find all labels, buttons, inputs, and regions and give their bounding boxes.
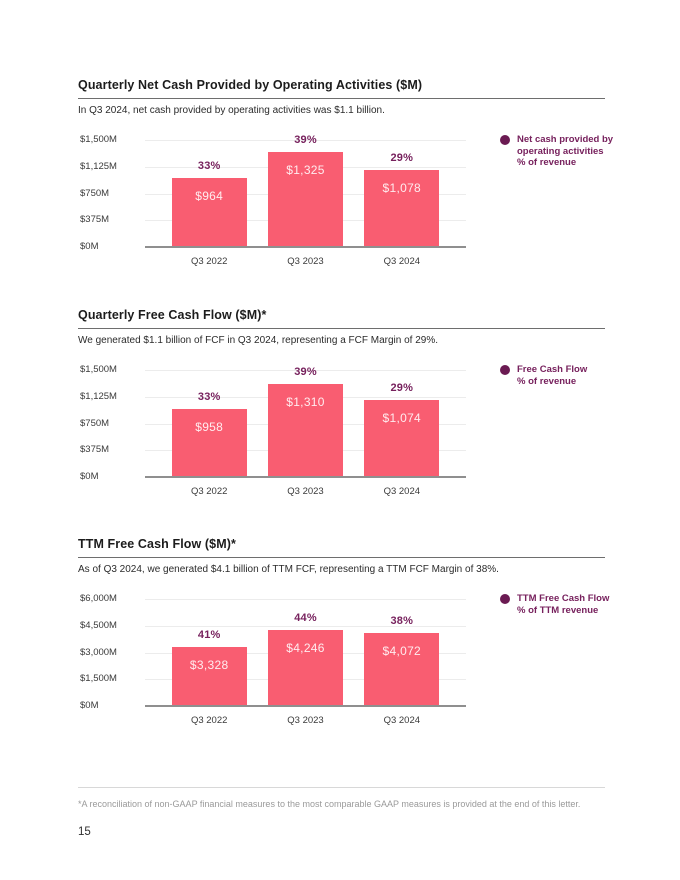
y-tick-label: $6,000M bbox=[80, 593, 117, 604]
x-axis-line bbox=[145, 705, 466, 707]
y-tick-label: $1,500M bbox=[80, 364, 117, 375]
x-tick-label: Q3 2023 bbox=[287, 256, 324, 267]
bar-percent-label: 39% bbox=[294, 134, 317, 146]
chart-subtitle: We generated $1.1 billion of FCF in Q3 2… bbox=[78, 335, 439, 346]
legend-dot-icon bbox=[500, 365, 510, 375]
bar-value-label: $958 bbox=[195, 420, 224, 434]
legend-line: % of revenue bbox=[517, 375, 577, 387]
bar-percent-label: 39% bbox=[294, 366, 317, 378]
x-tick-label: Q3 2022 bbox=[190, 486, 228, 497]
bar-chart-quarterly-fcf: $1,500M $1,125M $750M $375M $0M $958 33% Q3 202… bbox=[78, 358, 468, 508]
bar-percent-label: 38% bbox=[390, 615, 414, 627]
x-tick-label: Q3 2022 bbox=[190, 715, 228, 726]
bar bbox=[171, 178, 247, 246]
bar-chart-operating-cash: $1,500M $1,125M $750M $375M $0M $964 33% Q3 202… bbox=[78, 128, 468, 278]
bar bbox=[171, 647, 247, 705]
gridline bbox=[145, 625, 466, 627]
footnote: *A reconciliation of non-GAAP financial … bbox=[78, 799, 581, 809]
x-tick-label: Q3 2023 bbox=[287, 486, 324, 497]
bar-chart-ttm-fcf: $6,000M $4,500M $3,000M $1,500M $0M $3,328 41%… bbox=[78, 587, 468, 737]
y-tick-label: $3,000M bbox=[80, 646, 117, 658]
chart-subtitle: As of Q3 2024, we generated $4.1 billion… bbox=[78, 564, 499, 575]
legend-dot-icon bbox=[500, 594, 510, 604]
chart-title: Quarterly Net Cash Provided by Operating… bbox=[78, 78, 605, 99]
legend-line: % of TTM revenue bbox=[517, 604, 599, 616]
x-tick-label: Q3 2024 bbox=[383, 486, 421, 497]
bar-value-label: $1,074 bbox=[382, 411, 422, 425]
chart-title: TTM Free Cash Flow ($M)* bbox=[78, 537, 605, 558]
section-quarterly-fcf: Quarterly Free Cash Flow ($M)* We genera… bbox=[78, 308, 605, 508]
bar bbox=[268, 630, 343, 705]
y-tick-label: $0M bbox=[80, 700, 99, 711]
bar-value-label: $1,078 bbox=[382, 181, 422, 195]
bar bbox=[364, 400, 440, 476]
bar bbox=[171, 409, 247, 476]
bar-value-label: $3,328 bbox=[189, 658, 229, 672]
bar-percent-label: 44% bbox=[294, 612, 317, 624]
bar-value-label: $1,325 bbox=[286, 163, 325, 177]
bar-percent-label: 41% bbox=[197, 629, 221, 641]
footer-divider bbox=[78, 787, 605, 788]
chart-legend: Free Cash Flow% of revenue bbox=[500, 364, 587, 387]
y-tick-label: $1,125M bbox=[80, 160, 117, 172]
x-axis-line bbox=[145, 476, 466, 478]
gridline bbox=[145, 140, 466, 141]
chart-title: Quarterly Free Cash Flow ($M)* bbox=[78, 308, 605, 329]
bar-percent-label: 33% bbox=[197, 391, 221, 403]
legend-dot-icon bbox=[500, 135, 510, 145]
section-operating-cash: Quarterly Net Cash Provided by Operating… bbox=[78, 78, 613, 278]
y-tick-label: $375M bbox=[80, 444, 110, 456]
legend-line: Free Cash Flow bbox=[517, 364, 588, 375]
y-tick-label: $375M bbox=[80, 214, 110, 226]
y-tick-label: $750M bbox=[80, 417, 110, 429]
bar bbox=[364, 633, 440, 705]
bar-percent-label: 33% bbox=[197, 160, 221, 172]
chart-row: $1,500M $1,125M $750M $375M $0M $964 33% Q3 202… bbox=[78, 128, 613, 278]
legend-line: Net cash provided by bbox=[517, 134, 614, 145]
legend-line: TTM Free Cash Flow bbox=[517, 593, 610, 604]
y-tick-label: $1,125M bbox=[80, 390, 117, 402]
bar-value-label: $4,072 bbox=[382, 644, 422, 658]
chart-row: $6,000M $4,500M $3,000M $1,500M $0M $3,328 41%… bbox=[78, 587, 609, 737]
bar-value-label: $964 bbox=[195, 189, 224, 203]
bar bbox=[268, 152, 343, 246]
legend-line: operating activities bbox=[517, 145, 604, 157]
y-tick-label: $0M bbox=[80, 241, 99, 252]
bar-percent-label: 29% bbox=[390, 382, 414, 394]
y-tick-label: $1,500M bbox=[80, 673, 117, 685]
section-ttm-fcf: TTM Free Cash Flow ($M)* As of Q3 2024, … bbox=[78, 537, 609, 737]
page-number: 15 bbox=[78, 826, 91, 838]
gridline bbox=[145, 370, 466, 371]
y-tick-label: $1,500M bbox=[80, 134, 117, 145]
gridline bbox=[145, 599, 466, 600]
legend-line: % of revenue bbox=[517, 157, 577, 168]
x-axis-line bbox=[145, 246, 466, 248]
x-tick-label: Q3 2024 bbox=[383, 715, 421, 726]
bar bbox=[268, 384, 343, 476]
y-tick-label: $4,500M bbox=[80, 619, 117, 631]
bar bbox=[364, 170, 440, 246]
y-tick-label: $0M bbox=[80, 471, 99, 482]
chart-row: $1,500M $1,125M $750M $375M $0M $958 33% Q3 202… bbox=[78, 358, 605, 508]
x-tick-label: Q3 2022 bbox=[190, 256, 228, 267]
y-tick-label: $750M bbox=[80, 187, 110, 199]
chart-legend: TTM Free Cash Flow% of TTM revenue bbox=[500, 593, 609, 616]
bar-percent-label: 29% bbox=[390, 152, 414, 164]
legend-label: Free Cash Flow% of revenue bbox=[517, 364, 587, 387]
legend-label: Net cash provided by operating activities… bbox=[517, 134, 613, 169]
x-tick-label: Q3 2023 bbox=[287, 715, 324, 726]
bar-value-label: $1,310 bbox=[286, 395, 325, 409]
x-tick-label: Q3 2024 bbox=[383, 256, 421, 267]
bar-value-label: $4,246 bbox=[286, 641, 325, 655]
chart-subtitle: In Q3 2024, net cash provided by operati… bbox=[78, 105, 385, 116]
chart-legend: Net cash provided by operating activities… bbox=[500, 134, 613, 169]
legend-label: TTM Free Cash Flow% of TTM revenue bbox=[517, 593, 609, 616]
